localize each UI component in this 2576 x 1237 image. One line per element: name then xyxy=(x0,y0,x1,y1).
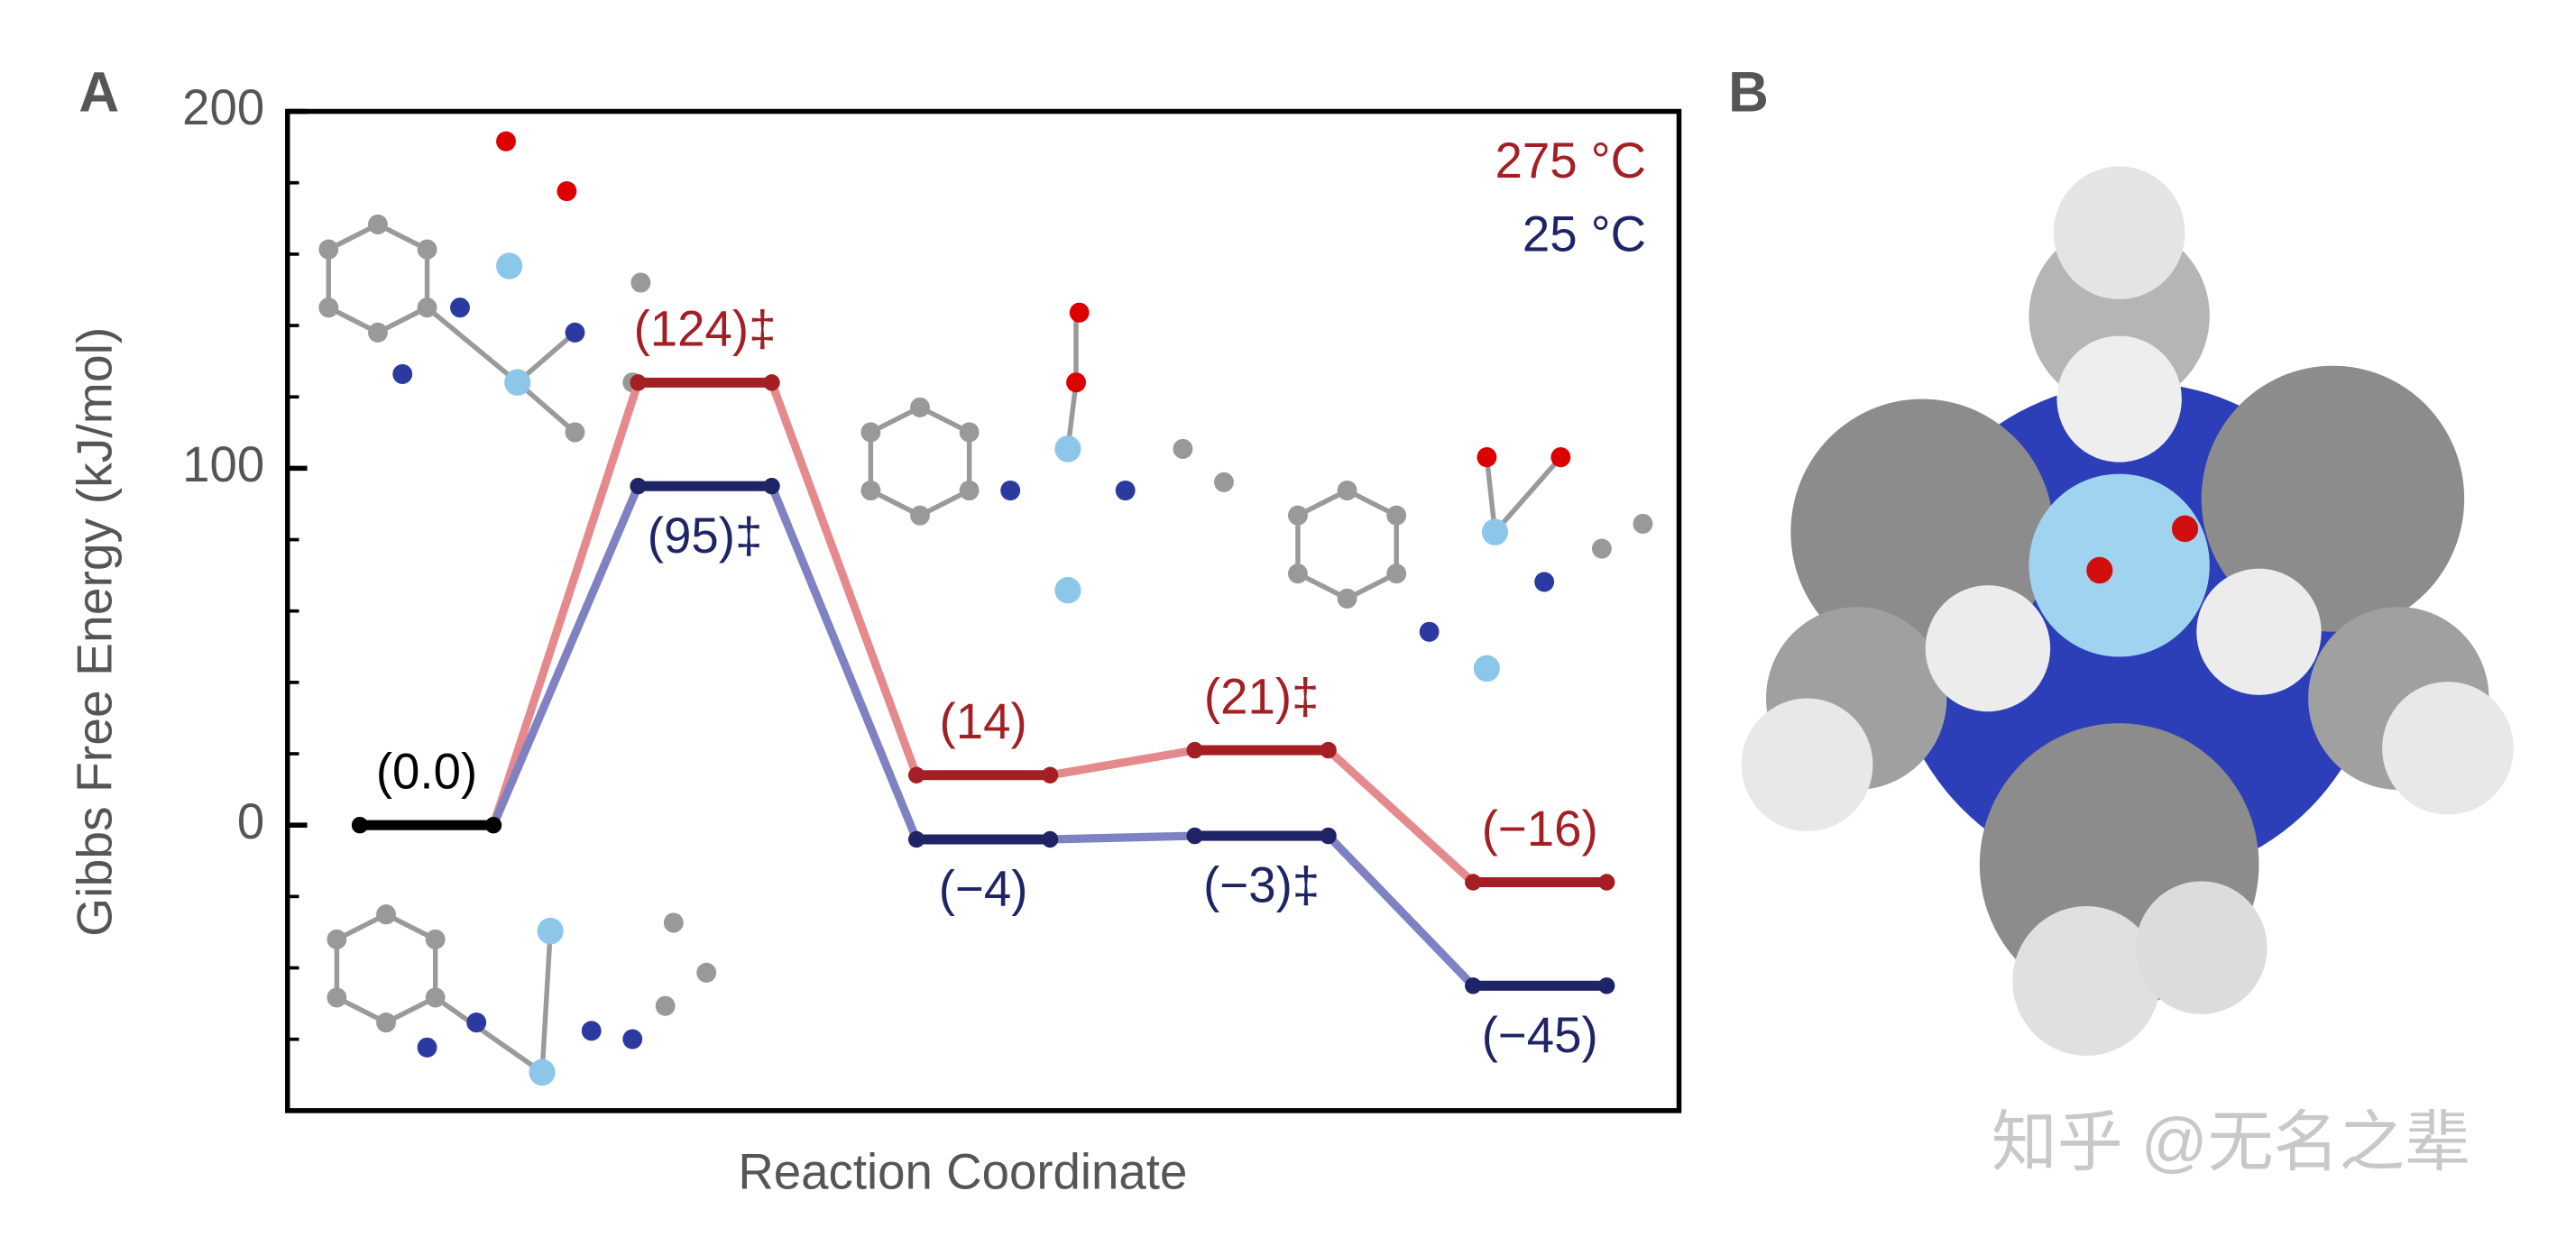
connector xyxy=(489,484,642,828)
legend-entry: 275 °C xyxy=(1495,133,1646,188)
watermark: 知乎 @无名之辈 xyxy=(1992,1104,2470,1179)
level-end xyxy=(351,816,369,834)
level-end xyxy=(1042,830,1059,848)
level-end xyxy=(763,477,780,495)
level-end xyxy=(630,477,647,495)
level-end xyxy=(763,374,780,391)
level-end xyxy=(1186,741,1203,759)
value-label: (14) xyxy=(940,693,1027,749)
connector xyxy=(768,380,921,777)
connector xyxy=(1049,746,1196,780)
value-label: (−3)‡ xyxy=(1203,857,1320,912)
level-end xyxy=(907,830,925,848)
value-label: (0.0) xyxy=(376,743,477,799)
level-end xyxy=(1465,874,1482,891)
connector xyxy=(1050,831,1195,844)
panel-label: A xyxy=(78,61,119,124)
value-label: (−4) xyxy=(939,860,1028,916)
level-end xyxy=(484,816,502,834)
molecule xyxy=(860,302,1234,604)
y-tick-label: 0 xyxy=(237,793,264,849)
plot-frame xyxy=(285,108,1682,1113)
space-filling-model xyxy=(1741,166,2514,1056)
molecule xyxy=(327,904,717,1086)
value-label: (95)‡ xyxy=(648,507,763,563)
value-label: (21)‡ xyxy=(1204,668,1320,724)
connector xyxy=(768,484,921,841)
x-axis-label: Reaction Coordinate xyxy=(738,1143,1187,1199)
molecule xyxy=(318,131,651,443)
level-end xyxy=(1320,741,1337,759)
molecule xyxy=(1288,447,1653,683)
value-label: (−45) xyxy=(1482,1007,1598,1063)
y-tick-label: 100 xyxy=(182,436,264,492)
panel-label: B xyxy=(1728,61,1769,124)
connector xyxy=(1325,832,1477,989)
legend-entry: 25 °C xyxy=(1523,206,1646,261)
level-end xyxy=(1598,977,1615,994)
level-end xyxy=(1320,827,1337,845)
value-label: (124)‡ xyxy=(634,300,777,356)
level-end xyxy=(630,374,647,391)
connector xyxy=(489,380,642,827)
level-end xyxy=(1042,766,1059,783)
level-end xyxy=(907,766,925,783)
y-axis-label: Gibbs Free Energy (kJ/mol) xyxy=(67,327,123,937)
y-tick-label: 200 xyxy=(182,79,264,135)
connector xyxy=(1325,747,1477,885)
level-end xyxy=(1186,827,1203,845)
level-end xyxy=(1598,874,1615,891)
value-label: (−16) xyxy=(1482,801,1598,857)
level-end xyxy=(1465,977,1482,994)
